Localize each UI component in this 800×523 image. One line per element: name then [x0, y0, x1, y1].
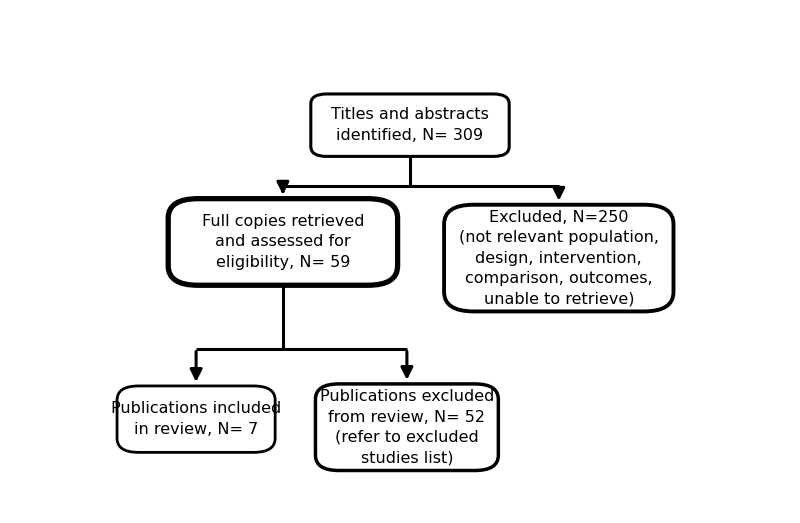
Text: Publications included
in review, N= 7: Publications included in review, N= 7	[111, 402, 282, 437]
Text: Full copies retrieved
and assessed for
eligibility, N= 59: Full copies retrieved and assessed for e…	[202, 214, 364, 270]
FancyBboxPatch shape	[168, 199, 398, 285]
Text: Publications excluded
from review, N= 52
(refer to excluded
studies list): Publications excluded from review, N= 52…	[320, 389, 494, 465]
FancyBboxPatch shape	[117, 386, 275, 452]
FancyBboxPatch shape	[310, 94, 509, 156]
FancyBboxPatch shape	[444, 204, 674, 311]
Text: Titles and abstracts
identified, N= 309: Titles and abstracts identified, N= 309	[331, 108, 489, 143]
Text: Excluded, N=250
(not relevant population,
design, intervention,
comparison, outc: Excluded, N=250 (not relevant population…	[459, 210, 659, 306]
FancyBboxPatch shape	[315, 384, 498, 471]
